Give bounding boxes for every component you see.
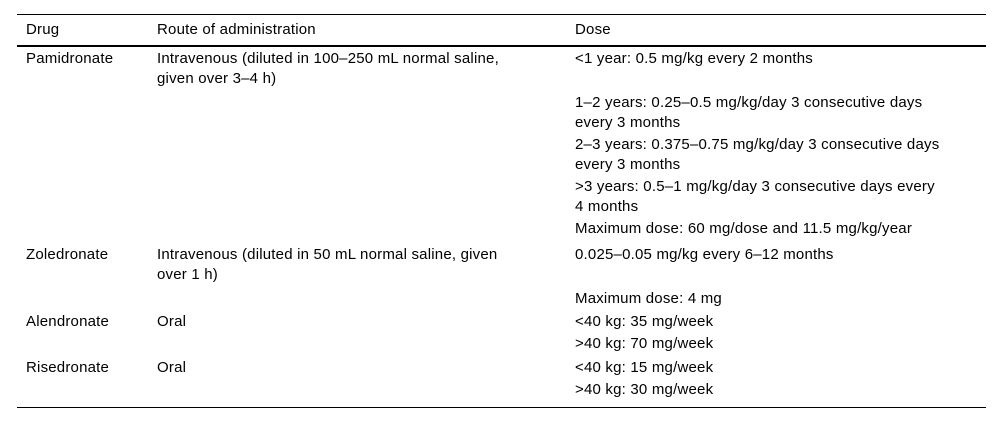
route-line: Oral: [157, 313, 187, 330]
dose-entry: <40 kg: 35 mg/week: [575, 312, 947, 332]
dose-entry: <40 kg: 15 mg/week: [575, 358, 947, 378]
table-row-alendronate: Alendronate Oral <40 kg: 35 mg/week >40 …: [17, 309, 986, 354]
dose-line: 1–2 years: 0.25–0.5 mg/kg/day 3 consecut…: [575, 94, 923, 111]
drug-dosing-table: Drug Route of administration Dose Pamidr…: [17, 14, 986, 408]
dose-cell: <1 year: 0.5 mg/kg every 2 months 1–2 ye…: [575, 49, 986, 239]
dose-line: 2–3 years: 0.375–0.75 mg/kg/day 3 consec…: [575, 136, 940, 153]
dose-line: Maximum dose: 60 mg/dose and 11.5 mg/kg/…: [575, 220, 913, 237]
column-header-route: Route of administration: [157, 21, 316, 38]
dose-entry: 1–2 years: 0.25–0.5 mg/kg/day 3 consecut…: [575, 93, 947, 133]
route-line: Oral: [157, 359, 187, 376]
table-row-risedronate: Risedronate Oral <40 kg: 15 mg/week >40 …: [17, 354, 986, 400]
dose-line: <40 kg: 15 mg/week: [575, 359, 714, 376]
route-cell: Oral: [157, 312, 575, 354]
table-body: Pamidronate Intravenous (diluted in 100–…: [17, 47, 986, 407]
dose-line: >3 years: 0.5–1 mg/kg/day 3 consecutive …: [575, 178, 935, 195]
dose-entry: >3 years: 0.5–1 mg/kg/day 3 consecutive …: [575, 177, 947, 217]
drug-name: Alendronate: [26, 313, 110, 330]
route-line: over 1 h): [157, 266, 218, 283]
dose-line: every 3 months: [575, 156, 681, 173]
drug-name: Pamidronate: [26, 50, 114, 67]
dose-entry: >40 kg: 30 mg/week: [575, 380, 947, 400]
drug-name: Zoledronate: [26, 246, 109, 263]
route-cell: Intravenous (diluted in 100–250 mL norma…: [157, 49, 575, 239]
dose-line: <1 year: 0.5 mg/kg every 2 months: [575, 50, 813, 67]
dose-entry: >40 kg: 70 mg/week: [575, 334, 947, 354]
route-line: Intravenous (diluted in 100–250 mL norma…: [157, 50, 499, 67]
table-header-row: Drug Route of administration Dose: [17, 15, 986, 47]
dose-entry: <1 year: 0.5 mg/kg every 2 months: [575, 49, 947, 69]
route-text: Oral: [157, 358, 517, 378]
route-cell: Intravenous (diluted in 50 mL normal sal…: [157, 245, 575, 309]
dose-cell: 0.025–0.05 mg/kg every 6–12 months Maxim…: [575, 245, 986, 309]
table-row-pamidronate: Pamidronate Intravenous (diluted in 100–…: [17, 47, 986, 239]
column-header-dose: Dose: [575, 21, 611, 38]
dose-line: 4 months: [575, 198, 639, 215]
route-cell: Oral: [157, 358, 575, 400]
route-text: Intravenous (diluted in 50 mL normal sal…: [157, 245, 517, 285]
column-header-drug: Drug: [26, 21, 60, 38]
dose-line: 0.025–0.05 mg/kg every 6–12 months: [575, 246, 834, 263]
dose-cell: <40 kg: 35 mg/week >40 kg: 70 mg/week: [575, 312, 986, 354]
route-text: Oral: [157, 312, 517, 332]
dose-entry: Maximum dose: 60 mg/dose and 11.5 mg/kg/…: [575, 219, 947, 239]
dose-line: Maximum dose: 4 mg: [575, 290, 722, 307]
dose-entry: Maximum dose: 4 mg: [575, 289, 947, 309]
table-row-zoledronate: Zoledronate Intravenous (diluted in 50 m…: [17, 239, 986, 309]
dose-cell: <40 kg: 15 mg/week >40 kg: 30 mg/week: [575, 358, 986, 400]
dose-line: >40 kg: 70 mg/week: [575, 335, 714, 352]
dose-line: every 3 months: [575, 114, 681, 131]
dose-line: >40 kg: 30 mg/week: [575, 381, 714, 398]
route-text: Intravenous (diluted in 100–250 mL norma…: [157, 49, 517, 89]
dose-entry: 2–3 years: 0.375–0.75 mg/kg/day 3 consec…: [575, 135, 947, 175]
route-line: given over 3–4 h): [157, 70, 277, 87]
dose-line: <40 kg: 35 mg/week: [575, 313, 714, 330]
drug-name: Risedronate: [26, 359, 110, 376]
dose-entry: 0.025–0.05 mg/kg every 6–12 months: [575, 245, 947, 265]
route-line: Intravenous (diluted in 50 mL normal sal…: [157, 246, 498, 263]
